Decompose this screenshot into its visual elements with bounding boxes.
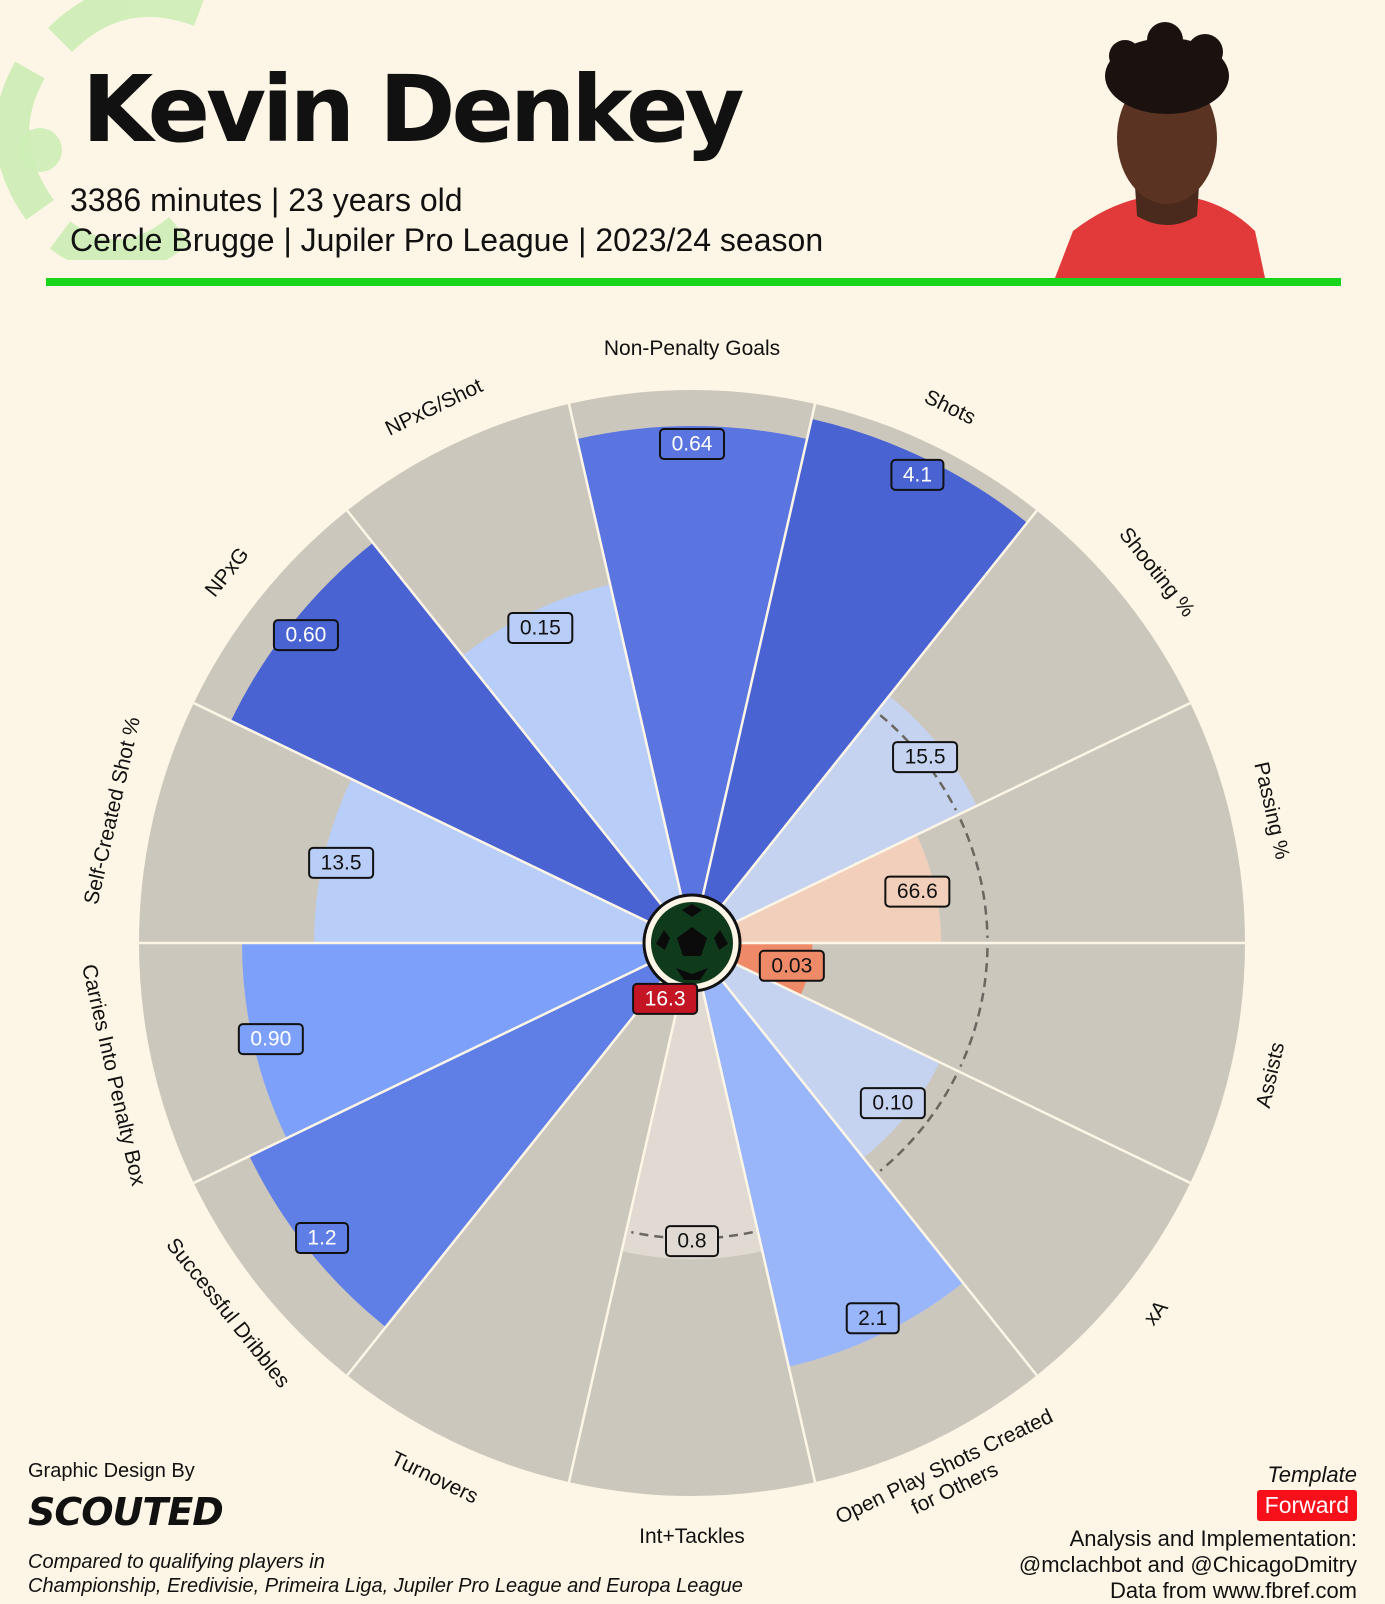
club-logo-watermark	[0, 0, 204, 260]
slice-value-bar	[700, 418, 1028, 914]
player-name: Kevin Denkey	[82, 56, 744, 163]
value-text: 0.15	[520, 617, 561, 640]
slice-value-bar	[621, 980, 763, 1260]
value-text: 16.3	[645, 987, 686, 1010]
slice-divider	[567, 403, 685, 907]
slice-label: Shots	[921, 385, 979, 429]
slice-divider	[193, 701, 659, 928]
value-badge: 66.6	[884, 875, 951, 908]
slice-divider	[714, 971, 1038, 1377]
slice-value-bar	[314, 779, 658, 943]
comparison-note-line2: Championship, Eredivisie, Primeira Liga,…	[28, 1575, 743, 1597]
slice-divider	[714, 509, 1038, 915]
slice-background	[726, 943, 1245, 1183]
slice-label: Carries Into Penalty Box	[77, 962, 150, 1188]
analysis-credit-line1: Analysis and Implementation:	[1069, 1526, 1357, 1551]
slice-divider	[193, 958, 659, 1185]
club-league-season: Cercle Brugge | Jupiler Pro League | 202…	[70, 222, 824, 258]
value-text: 2.1	[858, 1307, 887, 1330]
reference-arc	[879, 1075, 958, 1172]
slice-value-bar	[700, 972, 963, 1367]
data-source: Data from www.fbref.com	[1110, 1578, 1357, 1603]
value-badge: 0.03	[758, 949, 825, 982]
slice-value-bar	[242, 943, 658, 1139]
slice-label: xA	[1139, 1296, 1172, 1330]
slice-value-bar	[726, 834, 942, 943]
slice-divider	[699, 979, 817, 1483]
value-text: 0.8	[677, 1230, 706, 1253]
value-badge: 1.2	[295, 1222, 350, 1255]
player-photo	[1055, 22, 1265, 278]
slice-label: Int+Tackles	[639, 1525, 745, 1548]
slice-dividers	[139, 403, 1245, 1483]
center-ball	[642, 893, 742, 993]
value-text: 15.5	[905, 746, 946, 769]
minutes-age: 3386 minutes | 23 years old	[70, 182, 463, 218]
slice-label: Turnovers	[387, 1447, 481, 1508]
value-text: 13.5	[321, 851, 362, 874]
value-badge: 0.60	[272, 619, 339, 652]
slice-divider	[346, 509, 670, 915]
slice-background	[347, 972, 684, 1483]
value-badge: 4.1	[890, 458, 945, 491]
value-text: 66.6	[897, 880, 938, 903]
slice-label: Self-Created Shot %	[79, 715, 144, 907]
value-badge: 0.64	[659, 428, 725, 461]
value-text: 1.2	[307, 1227, 336, 1250]
slice-value-bar	[230, 542, 669, 927]
template-badge: Forward	[1256, 1490, 1357, 1521]
slice-divider	[699, 403, 817, 907]
value-badges: 0.64 4.1 15.5 66.6 0.03 0.10 2.1 0.8 16.3 1.2 0.90…	[237, 428, 959, 1335]
value-text: 0.64	[672, 433, 713, 456]
slice-label: Non-Penalty Goals	[604, 337, 780, 360]
value-text: 0.10	[872, 1092, 913, 1115]
slice-divider	[567, 979, 685, 1483]
slice-divider	[725, 701, 1191, 928]
design-credit: Graphic Design By	[28, 1460, 195, 1482]
value-badge: 15.5	[892, 741, 959, 774]
value-badge: 0.10	[859, 1087, 926, 1120]
value-text: 0.03	[771, 954, 812, 977]
value-badge: 16.3	[632, 982, 699, 1015]
value-text: 0.60	[285, 624, 326, 647]
reference-arc	[959, 818, 989, 938]
template-label: Template	[1267, 1462, 1357, 1487]
analysis-credit-line2: @mclachbot and @ChicagoDmitry	[1018, 1552, 1357, 1577]
slice-value-bar	[249, 959, 669, 1328]
value-text: 4.1	[903, 463, 932, 486]
reference-arc	[959, 948, 989, 1068]
slice-divider	[725, 958, 1191, 1185]
slice-label: Passing %	[1250, 760, 1295, 862]
header-divider	[46, 278, 1341, 286]
comparison-note-line1: Compared to qualifying players in	[28, 1551, 325, 1573]
value-badge: 0.8	[665, 1225, 719, 1258]
slice-value-bar	[576, 426, 808, 906]
value-badge: 13.5	[308, 846, 375, 879]
slice-divider	[346, 971, 670, 1377]
slice-label: Assists	[1252, 1040, 1289, 1110]
brand-logo: SCOUTED	[28, 1490, 224, 1534]
slice-label: NPxG/Shot	[382, 374, 487, 440]
value-badge: 2.1	[845, 1302, 900, 1335]
slice-label: NPxG	[200, 543, 253, 601]
value-text: 0.90	[250, 1028, 291, 1051]
value-badge: 0.90	[237, 1023, 304, 1056]
value-badge: 0.15	[507, 612, 574, 645]
